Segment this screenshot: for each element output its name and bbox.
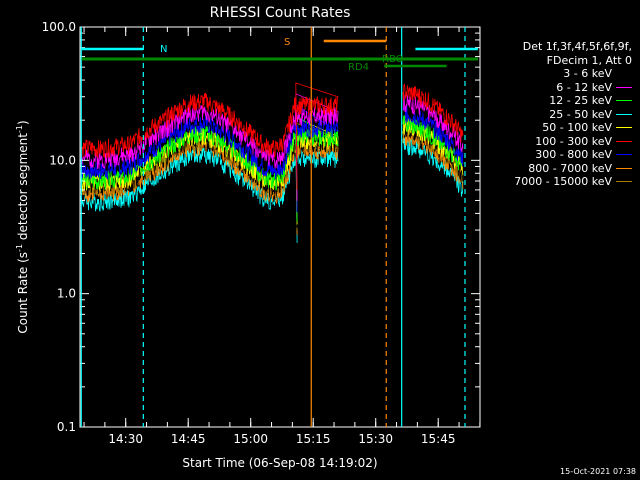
annotation-label-n: N (160, 44, 167, 55)
legend-label: 6 - 12 keV (556, 80, 612, 94)
legend-swatch (616, 181, 632, 183)
legend-label: 50 - 100 keV (542, 121, 612, 134)
legend-swatch (616, 167, 632, 169)
x-tick-label: 15:45 (421, 432, 456, 446)
y-tick-label: 100.0 (42, 20, 76, 34)
legend-header-1: Det 1f,3f,4f,5f,6f,9f, (522, 40, 632, 53)
legend-swatch (616, 127, 632, 129)
legend-label: 7000 - 15000 keV (514, 175, 612, 188)
legend-label: 25 - 50 keV (549, 107, 612, 121)
legend: Det 1f,3f,4f,5f,6f,9f, FDecim 1, Att 0 3… (486, 40, 632, 189)
x-tick-label: 15:15 (296, 432, 331, 446)
x-tick-label: 15:30 (358, 432, 393, 446)
legend-label: 100 - 300 keV (535, 134, 612, 148)
legend-header-2: FDecim 1, Att 0 (546, 53, 632, 67)
legend-entry: 7000 - 15000 keV (486, 175, 632, 189)
y-axis-label-part3: ) (16, 120, 30, 125)
legend-entry: 50 - 100 keV (486, 121, 632, 135)
y-tick-label: 10.0 (49, 153, 76, 167)
series-line (402, 83, 464, 144)
series-line (402, 105, 464, 167)
chart-title: RHESSI Count Rates (210, 5, 351, 21)
legend-label: 300 - 800 keV (535, 148, 612, 161)
legend-swatch (616, 86, 632, 88)
legend-swatch (616, 73, 632, 75)
annotation-label-rbo: RBO (382, 54, 404, 65)
y-axis-label-part1: Count Rate (s (16, 252, 30, 334)
legend-entry: 25 - 50 keV (486, 108, 632, 122)
x-tick-label: 14:30 (108, 432, 143, 446)
annotation-label-rd4: RD4 (348, 62, 369, 73)
y-axis-label-sup1: -1 (15, 244, 24, 252)
y-axis-label-part2: detector segment (16, 133, 30, 244)
y-axis-label: Count Rate (s-1 detector segment-1) (15, 120, 30, 333)
legend-entry: 6 - 12 keV (486, 81, 632, 95)
legend-entry: 100 - 300 keV (486, 135, 632, 149)
y-tick-label: 0.1 (57, 420, 76, 434)
legend-entry: 800 - 7000 keV (486, 162, 632, 176)
legend-swatch (616, 100, 632, 102)
annotation-label-s: S (284, 37, 290, 48)
legend-entry: 12 - 25 keV (486, 94, 632, 108)
legend-label: 800 - 7000 keV (528, 161, 612, 175)
legend-swatch (616, 113, 632, 115)
legend-entry: 300 - 800 keV (486, 148, 632, 162)
timestamp: 15-Oct-2021 07:38 (560, 467, 636, 476)
y-axis-label-sup2: -1 (15, 125, 24, 133)
legend-entry: 3 - 6 keV (486, 67, 632, 81)
plot-frame (79, 26, 481, 428)
x-axis-label: Start Time (06-Sep-08 14:19:02) (182, 456, 377, 470)
x-tick-label: 15:00 (233, 432, 268, 446)
legend-label: 12 - 25 keV (549, 94, 612, 107)
x-tick-label: 14:45 (171, 432, 206, 446)
legend-swatch (616, 140, 632, 142)
series-line (79, 82, 339, 190)
legend-swatch (616, 154, 632, 156)
legend-label: 3 - 6 keV (563, 67, 612, 80)
y-tick-label: 1.0 (57, 287, 76, 301)
